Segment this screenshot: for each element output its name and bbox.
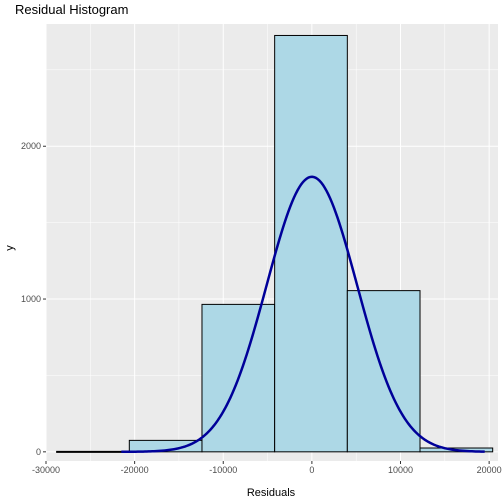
x-tick-label: -10000 — [209, 465, 237, 475]
chart-title: Residual Histogram — [15, 2, 128, 17]
x-tick-label: 10000 — [388, 465, 413, 475]
y-axis-title: y — [4, 245, 16, 251]
y-tick-label: 1000 — [21, 294, 41, 304]
axes: -30000 -20000 -10000 0 10000 20000 0 1000 2000 — [21, 141, 502, 475]
x-axis-title: Residuals — [247, 487, 296, 499]
density-curve — [121, 175, 485, 454]
y-tick-label: 2000 — [21, 141, 41, 151]
x-tick-label: 20000 — [477, 465, 502, 475]
y-tick-label: 0 — [36, 447, 41, 457]
x-tick-label: -30000 — [32, 465, 60, 475]
histogram-bar-1 — [56, 450, 130, 453]
x-tick-label: -20000 — [121, 465, 149, 475]
x-tick-label: 0 — [309, 465, 314, 475]
histogram-bar-4 — [274, 34, 348, 453]
